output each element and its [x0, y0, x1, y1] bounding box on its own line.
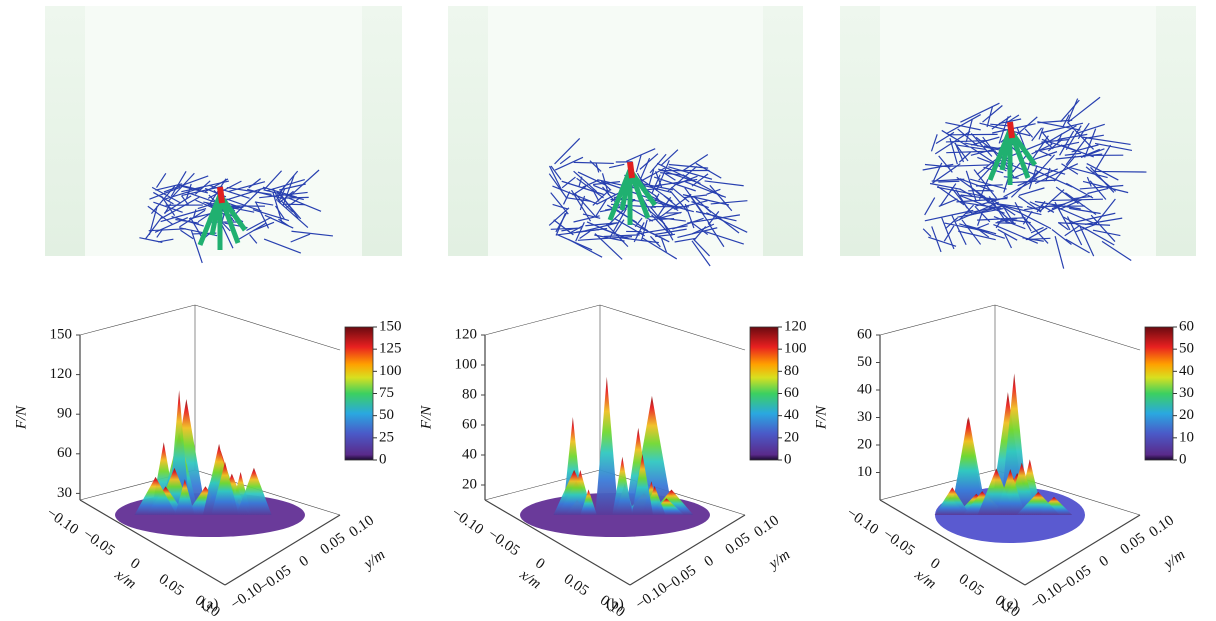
colorbar-tick-label: 50	[1179, 341, 1194, 357]
z-tick-label: 150	[50, 326, 73, 342]
y-tick-label: 0.10	[346, 512, 377, 540]
panel-label: (b)	[606, 596, 624, 612]
box-edge	[195, 305, 340, 350]
colorbar-tick-label: 60	[784, 385, 799, 401]
surface-plot: 102030405060F/N−0.10−0.0500.050.10x/m−0.…	[813, 305, 1194, 616]
colorbar-tick-label: 20	[1179, 407, 1194, 423]
x-tick-label: 0.05	[561, 571, 592, 599]
box-edge	[880, 305, 995, 335]
colorbar-tick-label: 0	[784, 451, 792, 467]
z-tick-label: 30	[57, 485, 72, 501]
z-tick-label: 50	[857, 354, 872, 370]
z-tick-label: 90	[57, 406, 72, 422]
panel-label: (c)	[1002, 596, 1019, 612]
y-tick-label: 0.05	[1118, 530, 1149, 558]
colorbar	[1145, 327, 1173, 460]
y-tick-label: −0.05	[257, 563, 295, 596]
y-axis-label: y/m	[1160, 547, 1189, 574]
colorbar-tick-label: 0	[379, 451, 387, 467]
y-tick-label: 0.05	[318, 530, 349, 558]
colorbar-tick-label: 150	[379, 318, 402, 334]
y-tick-label: 0.10	[751, 512, 782, 540]
colorbar-tick-label: 30	[1179, 385, 1194, 401]
colorbar-tick-label: 10	[1179, 429, 1194, 445]
colorbar-tick-label: 40	[784, 407, 799, 423]
y-axis-label: y/m	[765, 547, 794, 574]
fiber	[283, 204, 305, 205]
fiber	[938, 181, 959, 182]
y-axis-label: y/m	[360, 547, 389, 574]
box-edge	[80, 305, 195, 335]
box-edge	[485, 305, 600, 335]
colorbar	[345, 327, 373, 460]
colorbar-tick-label: 20	[784, 429, 799, 445]
y-tick-label: −0.05	[1057, 563, 1095, 596]
simulation-image	[45, 6, 402, 263]
x-tick-label: −0.10	[44, 505, 82, 538]
y-tick-label: −0.05	[662, 563, 700, 596]
x-tick-label: 0.05	[156, 571, 187, 599]
z-tick-label: 60	[857, 326, 872, 342]
x-tick-label: 0	[532, 555, 547, 572]
box-edge	[995, 305, 1140, 350]
panel-label: (a)	[202, 596, 219, 612]
y-tick-label: 0	[297, 553, 312, 570]
z-tick-label: 10	[857, 464, 872, 480]
z-tick-label: 20	[857, 436, 872, 452]
simulation-image	[840, 6, 1196, 269]
x-tick-label: −0.05	[485, 526, 523, 559]
fiber	[1093, 171, 1146, 172]
x-tick-label: 0	[927, 555, 942, 572]
surface-plot: 20406080100120F/N−0.10−0.0500.050.10x/m−…	[418, 305, 806, 616]
z-axis-label: F/N	[813, 405, 829, 430]
colorbar-tick-label: 100	[379, 363, 402, 379]
colorbar	[750, 327, 778, 460]
colorbar-tick-label: 100	[784, 341, 807, 357]
z-axis-label: F/N	[418, 405, 434, 430]
box-edge	[600, 305, 745, 350]
colorbar-tick-label: 25	[379, 429, 394, 445]
z-tick-label: 80	[462, 386, 477, 402]
z-tick-label: 30	[857, 409, 872, 425]
x-tick-label: −0.10	[449, 505, 487, 538]
z-tick-label: 40	[462, 446, 477, 462]
z-tick-label: 60	[57, 445, 72, 461]
colorbar-tick-label: 60	[1179, 318, 1194, 334]
z-tick-label: 120	[50, 366, 73, 382]
fiber-max	[1010, 122, 1012, 138]
x-tick-label: −0.10	[844, 505, 882, 538]
y-tick-label: 0	[702, 553, 717, 570]
z-axis-label: F/N	[13, 405, 29, 430]
fiber-max	[630, 162, 632, 178]
x-tick-label: −0.05	[880, 526, 918, 559]
simulation-image	[448, 6, 803, 266]
colorbar-tick-label: 75	[379, 385, 394, 401]
colorbar-tick-label: 125	[379, 341, 402, 357]
y-tick-label: 0	[1097, 553, 1112, 570]
colorbar-tick-label: 80	[784, 363, 799, 379]
light-column	[488, 6, 763, 256]
colorbar-tick-label: 120	[784, 318, 807, 334]
y-tick-label: 0.05	[723, 530, 754, 558]
y-tick-label: 0.10	[1146, 512, 1177, 540]
z-tick-label: 20	[462, 476, 477, 492]
x-tick-label: 0	[127, 555, 142, 572]
x-tick-label: 0.05	[956, 571, 987, 599]
colorbar-tick-label: 0	[1179, 451, 1187, 467]
z-tick-label: 120	[455, 326, 478, 342]
z-tick-label: 40	[857, 381, 872, 397]
surface-plot: 306090120150F/N−0.10−0.0500.050.10x/m−0.…	[13, 305, 401, 616]
surface-spike	[595, 377, 618, 515]
colorbar-tick-label: 40	[1179, 363, 1194, 379]
x-tick-label: −0.05	[80, 526, 118, 559]
z-tick-label: 100	[455, 356, 478, 372]
z-tick-label: 60	[462, 416, 477, 432]
colorbar-tick-label: 50	[379, 407, 394, 423]
fiber-max	[220, 187, 222, 203]
